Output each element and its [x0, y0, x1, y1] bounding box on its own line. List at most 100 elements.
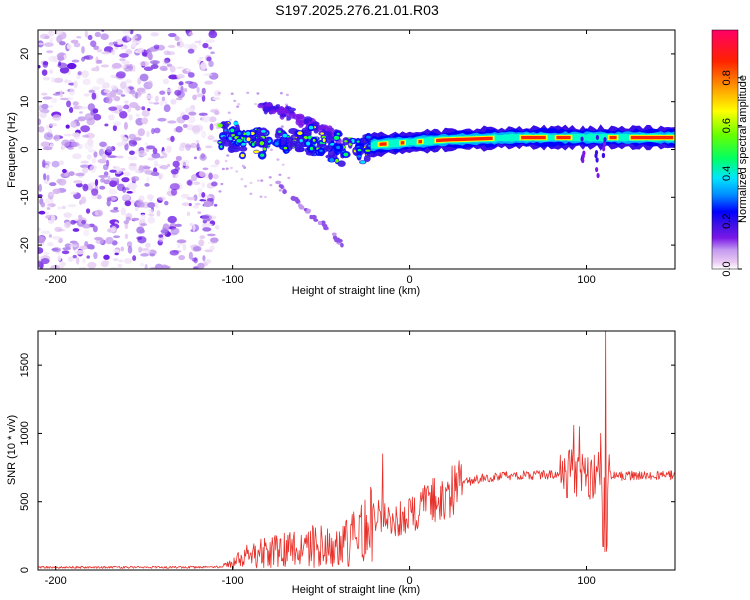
noise-blob [208, 30, 218, 39]
noise-blob [91, 157, 97, 164]
noise-blob [210, 164, 219, 168]
noise-blob [170, 188, 178, 196]
noise-blob [104, 123, 109, 127]
noise-blob [166, 145, 172, 153]
noise-blob [175, 97, 183, 101]
noise-blob [42, 159, 46, 168]
noise-blob [41, 230, 51, 235]
noise-blob [127, 245, 133, 254]
noise-blob [113, 206, 119, 211]
noise-blob [68, 171, 75, 176]
noise-blob [188, 46, 198, 49]
disturbance-blob [595, 166, 599, 173]
noise-blob [42, 61, 49, 68]
colorbar-tick-label: 0.2 [721, 214, 733, 229]
noise-blob [38, 126, 45, 133]
disturbance-blob [603, 137, 607, 143]
noise-blob [52, 114, 62, 121]
noise-blob [51, 160, 60, 168]
noise-blob [72, 101, 79, 106]
noise-blob [79, 111, 83, 114]
noise-blob [124, 233, 129, 240]
carrier-core [246, 137, 251, 142]
noise-blob [213, 203, 218, 207]
noise-blob [137, 128, 145, 137]
spectrogram-xlabel: Height of straight line (km) [292, 285, 420, 297]
noise-blob [40, 141, 51, 148]
noise-blob [99, 185, 106, 190]
noise-blob [121, 193, 131, 201]
disturbance-blob [595, 157, 599, 163]
noise-blob [113, 248, 120, 254]
noise-blob [163, 152, 168, 159]
noise-blob [43, 173, 47, 181]
noise-blob [40, 201, 46, 208]
noise-blob [163, 59, 170, 64]
carrier-core [319, 149, 323, 152]
noise-blob [101, 260, 109, 268]
noise-blob [68, 244, 79, 248]
noise-blob [48, 123, 58, 127]
carrier-core [224, 129, 227, 132]
carrier-core [259, 141, 265, 146]
noise-blob [83, 55, 90, 60]
noise-blob [85, 208, 91, 214]
noise-blob [153, 160, 158, 167]
noise-blob [201, 115, 211, 123]
noise-blob [188, 251, 193, 260]
noise-blob [61, 250, 70, 255]
noise-blob [236, 105, 240, 108]
noise-blob [82, 223, 91, 229]
noise-blob [89, 165, 97, 173]
noise-blob [187, 48, 195, 54]
noise-blob [115, 166, 120, 173]
noise-blob [201, 87, 206, 95]
noise-blob [140, 213, 147, 221]
noise-blob [132, 64, 136, 73]
noise-blob [116, 89, 123, 95]
noise-blob [164, 200, 169, 206]
spec-xtick-label: 100 [577, 274, 595, 286]
noise-blob [123, 122, 128, 130]
noise-blob [182, 123, 188, 128]
carrier-core [237, 131, 241, 136]
noise-blob [227, 111, 231, 114]
noise-blob [201, 182, 206, 188]
noise-blob [51, 247, 62, 253]
noise-blob [42, 76, 51, 81]
noise-blob [224, 159, 228, 163]
noise-blob [119, 58, 126, 62]
noise-blob [87, 149, 96, 153]
colorbar-gradient [711, 29, 739, 270]
noise-blob [135, 105, 141, 111]
noise-blob [74, 250, 85, 255]
noise-blob [180, 159, 190, 167]
noise-blob [73, 80, 78, 89]
noise-blob [120, 94, 126, 97]
noise-blob [103, 89, 111, 94]
noise-blob [147, 52, 153, 61]
noise-blob [54, 226, 63, 233]
noise-blob [84, 141, 94, 150]
noise-blob [105, 236, 114, 245]
noise-blob [158, 156, 165, 159]
noise-blob [187, 116, 196, 124]
noise-blob [62, 247, 71, 251]
noise-blob [83, 229, 90, 237]
noise-blob [121, 177, 130, 183]
noise-blob [229, 166, 233, 170]
noise-blob [91, 86, 101, 91]
noise-blob [59, 66, 70, 74]
disturbance-blob [602, 141, 607, 148]
noise-blob [75, 257, 80, 265]
noise-blob [114, 252, 119, 256]
noise-blob [147, 216, 156, 224]
noise-blob [82, 258, 86, 264]
carrier-core [366, 135, 371, 139]
noise-blob [201, 130, 206, 139]
noise-blob [39, 33, 50, 39]
noise-blob [140, 248, 149, 251]
noise-blob [57, 55, 65, 61]
noise-blob [120, 134, 125, 139]
noise-blob [159, 90, 166, 95]
